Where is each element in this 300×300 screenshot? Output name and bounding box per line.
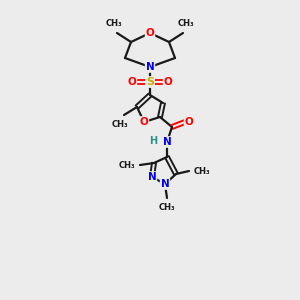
Text: S: S <box>146 77 154 87</box>
Text: CH₃: CH₃ <box>118 160 135 169</box>
Text: O: O <box>140 117 148 127</box>
Text: CH₃: CH₃ <box>106 19 122 28</box>
Text: CH₃: CH₃ <box>112 120 128 129</box>
Text: CH₃: CH₃ <box>178 19 194 28</box>
Text: O: O <box>164 77 172 87</box>
Text: H: H <box>149 136 157 146</box>
Text: CH₃: CH₃ <box>194 167 211 176</box>
Text: N: N <box>163 137 171 147</box>
Text: N: N <box>160 179 169 189</box>
Text: N: N <box>146 62 154 72</box>
Text: O: O <box>146 28 154 38</box>
Text: O: O <box>128 77 136 87</box>
Text: O: O <box>184 117 194 127</box>
Text: CH₃: CH₃ <box>159 203 175 212</box>
Text: N: N <box>148 172 156 182</box>
